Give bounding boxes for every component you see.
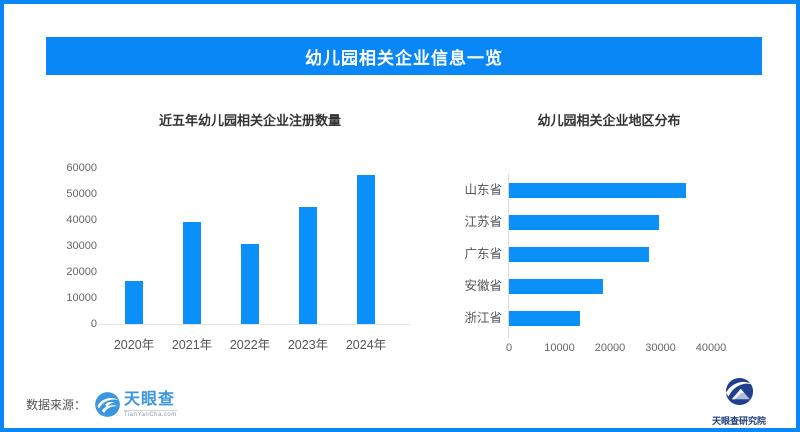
tianyancha-logo: 天眼查 TianYanCha.com bbox=[94, 391, 177, 418]
registrations-bar-chart: 近五年幼儿园相关企业注册数量 0 10000 20000 30000 40000 5000… bbox=[64, 110, 424, 370]
x-category-label: 2023年 bbox=[287, 338, 329, 352]
tianyancha-wordmark: 天眼查 TianYanCha.com bbox=[124, 390, 177, 418]
bar-山东省 bbox=[509, 183, 686, 198]
bar-广东省 bbox=[509, 247, 650, 262]
bar-浙江省 bbox=[509, 311, 581, 326]
x-tick-label: 40000 bbox=[695, 342, 727, 354]
x-category-label: 2024年 bbox=[345, 338, 387, 352]
registrations-chart-plot bbox=[105, 168, 395, 324]
y-tick-label: 0 bbox=[90, 318, 97, 330]
y-category-label: 浙江省 bbox=[464, 311, 502, 325]
y-tick-label: 10000 bbox=[66, 292, 97, 304]
bar-2023年 bbox=[299, 207, 317, 324]
x-tick-label: 30000 bbox=[645, 342, 676, 354]
y-tick-label: 20000 bbox=[66, 266, 97, 278]
data-source: 数据来源： 天眼查 TianYanCha.com bbox=[26, 391, 177, 418]
institute-name: 天眼查研究院 bbox=[711, 416, 766, 426]
region-bar-chart: 幼儿园相关企业地区分布 山东省江苏省广东省安徽省浙江省 0 10000 20000 30… bbox=[424, 110, 784, 370]
bar-2021年 bbox=[183, 221, 201, 324]
wordmark-divider bbox=[124, 409, 177, 411]
y-tick-label: 60000 bbox=[66, 162, 97, 174]
x-tick-label: 0 bbox=[505, 342, 513, 354]
bar-2024年 bbox=[357, 175, 375, 324]
title-bar: 幼儿园相关企业信息一览 bbox=[46, 37, 762, 75]
registrations-chart-title: 近五年幼儿园相关企业注册数量 bbox=[158, 113, 341, 128]
x-category-label: 2021年 bbox=[171, 338, 213, 352]
institute-logo-block: 天眼查研究院 bbox=[705, 376, 773, 427]
bar-2022年 bbox=[241, 244, 259, 324]
y-tick-label: 50000 bbox=[66, 188, 97, 200]
y-category-label: 江苏省 bbox=[464, 215, 502, 229]
bar-安徽省 bbox=[509, 279, 603, 294]
data-source-label: 数据来源： bbox=[26, 397, 87, 412]
x-category-label: 2022年 bbox=[229, 338, 271, 352]
tianyancha-eye-icon bbox=[94, 391, 121, 418]
tianyancha-name: 天眼查 bbox=[124, 390, 176, 408]
y-category-label: 山东省 bbox=[464, 183, 502, 197]
y-category-label: 安徽省 bbox=[464, 279, 502, 293]
region-chart-title: 幼儿园相关企业地区分布 bbox=[537, 113, 681, 128]
tianyancha-domain: TianYanCha.com bbox=[124, 411, 177, 418]
x-tick-label: 20000 bbox=[594, 342, 626, 354]
tianyancha-institute-icon bbox=[724, 376, 755, 412]
y-tick-label: 30000 bbox=[66, 240, 97, 252]
x-axis-line bbox=[99, 324, 411, 325]
x-tick-label: 10000 bbox=[544, 342, 575, 354]
bar-江苏省 bbox=[509, 215, 660, 230]
page-title: 幼儿园相关企业信息一览 bbox=[305, 48, 503, 68]
y-tick-label: 40000 bbox=[66, 214, 97, 226]
y-axis-line bbox=[508, 174, 509, 338]
bar-2020年 bbox=[125, 281, 143, 324]
y-category-label: 广东省 bbox=[464, 247, 502, 261]
x-category-label: 2020年 bbox=[113, 338, 155, 352]
